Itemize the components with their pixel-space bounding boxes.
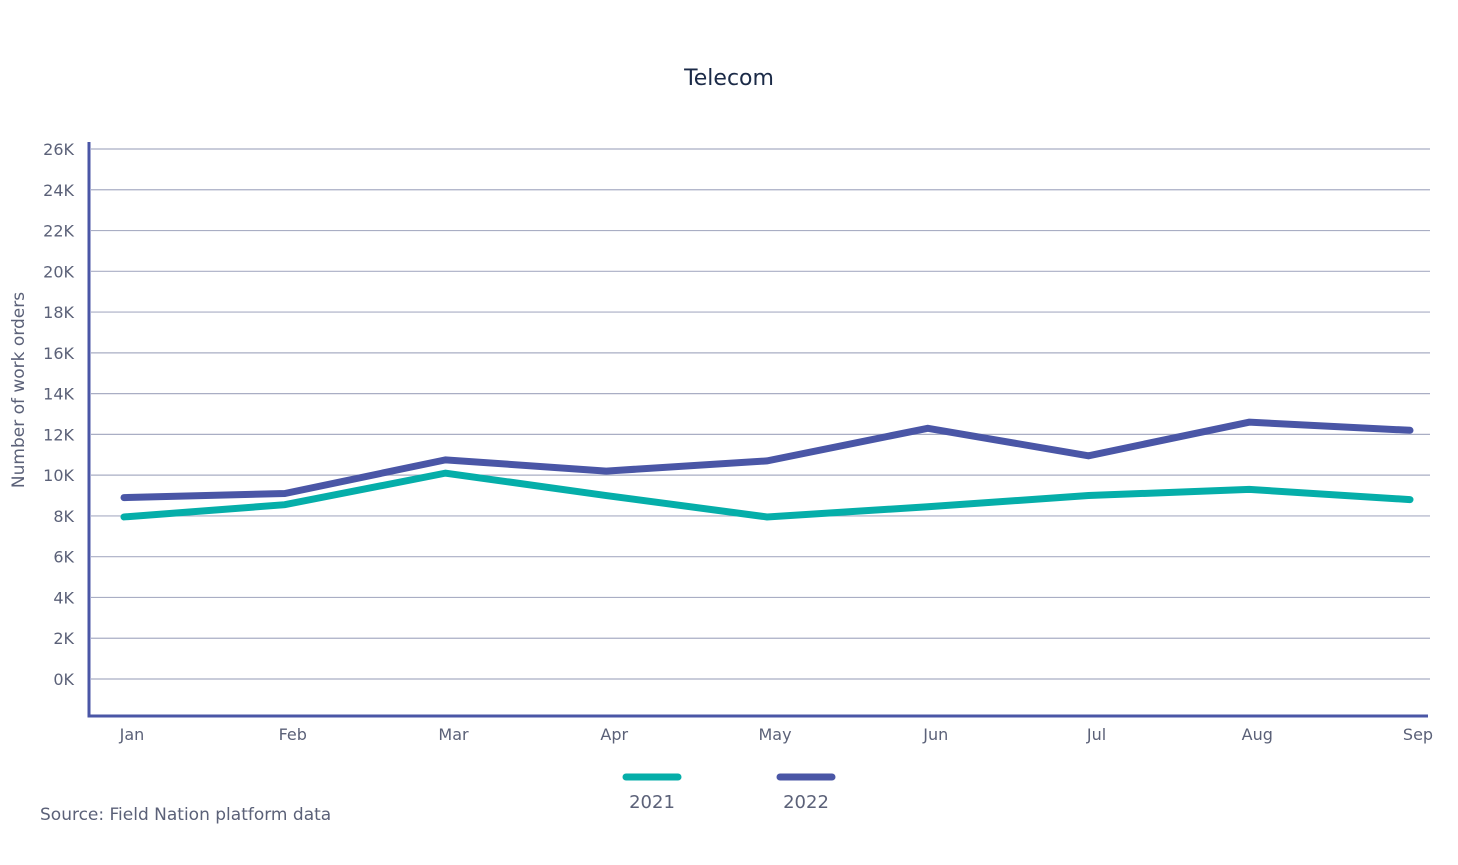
chart-title: Telecom bbox=[683, 66, 774, 91]
x-tick-label: Jun bbox=[922, 725, 948, 744]
y-tick-label: 6K bbox=[53, 548, 74, 567]
y-tick-label: 22K bbox=[43, 222, 74, 241]
y-tick-label: 4K bbox=[53, 588, 74, 607]
y-tick-label: 26K bbox=[43, 140, 74, 159]
x-axis-ticks: Jan Feb Mar Apr May Jun Jul Aug Sep bbox=[119, 725, 1433, 744]
y-tick-label: 8K bbox=[53, 507, 74, 526]
axes bbox=[87, 142, 1428, 718]
y-tick-label: 24K bbox=[43, 181, 74, 200]
y-tick-label: 12K bbox=[43, 425, 74, 444]
x-tick-label: Sep bbox=[1403, 725, 1433, 744]
source-note: Source: Field Nation platform data bbox=[40, 805, 331, 825]
y-tick-label: 10K bbox=[43, 466, 74, 485]
y-tick-label: 2K bbox=[53, 629, 74, 648]
x-tick-label: Feb bbox=[279, 725, 307, 744]
y-axis-ticks: 0K 2K 4K 6K 8K 10K 12K 14K 16K 18K 20K 22K 24K 26K bbox=[43, 140, 74, 689]
x-tick-label: Aug bbox=[1242, 725, 1273, 744]
x-tick-label: Jul bbox=[1086, 725, 1106, 744]
x-tick-label: May bbox=[758, 725, 791, 744]
gridlines bbox=[91, 148, 1430, 680]
series-line-2022 bbox=[120, 418, 1414, 502]
y-tick-label: 16K bbox=[43, 344, 74, 363]
legend: 2021 2022 bbox=[622, 773, 836, 813]
y-tick-label: 18K bbox=[43, 303, 74, 322]
series-lines bbox=[120, 418, 1414, 521]
series-line-2021 bbox=[120, 469, 1414, 521]
legend-label-2021: 2021 bbox=[629, 792, 675, 813]
y-tick-label: 14K bbox=[43, 385, 74, 404]
y-tick-label: 0K bbox=[53, 670, 74, 689]
x-tick-label: Apr bbox=[600, 725, 628, 744]
y-tick-label: 20K bbox=[43, 262, 74, 281]
legend-label-2022: 2022 bbox=[783, 792, 829, 813]
x-tick-label: Mar bbox=[438, 725, 469, 744]
x-tick-label: Jan bbox=[119, 725, 145, 744]
y-axis-title: Number of work orders bbox=[9, 292, 29, 488]
